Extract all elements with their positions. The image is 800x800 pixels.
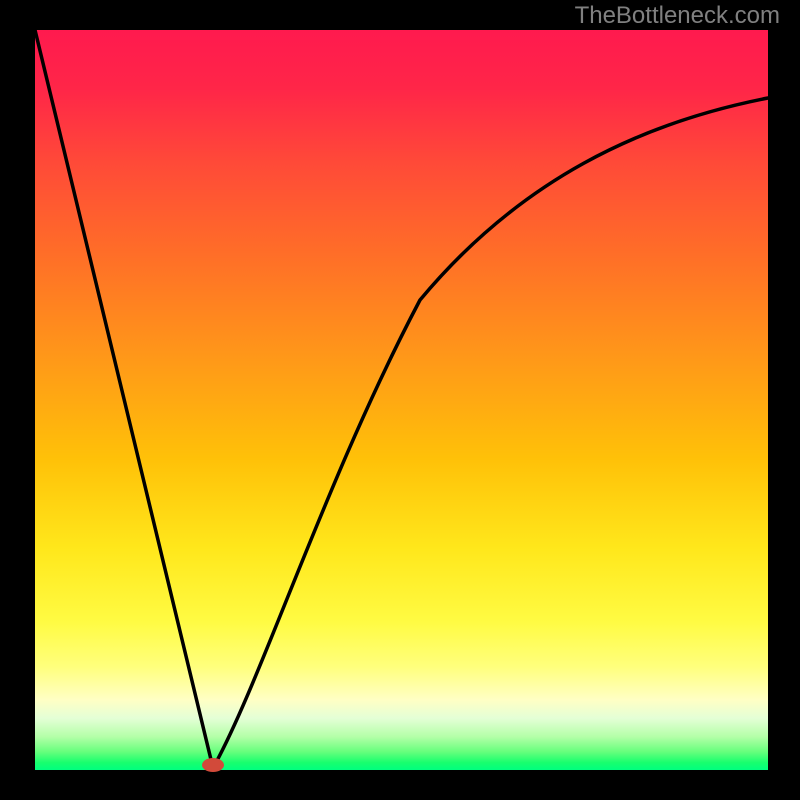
bottleneck-chart (0, 0, 800, 800)
plot-background (35, 30, 768, 770)
optimum-marker (202, 758, 224, 772)
chart-container: { "watermark": { "text": "TheBottleneck.… (0, 0, 800, 800)
